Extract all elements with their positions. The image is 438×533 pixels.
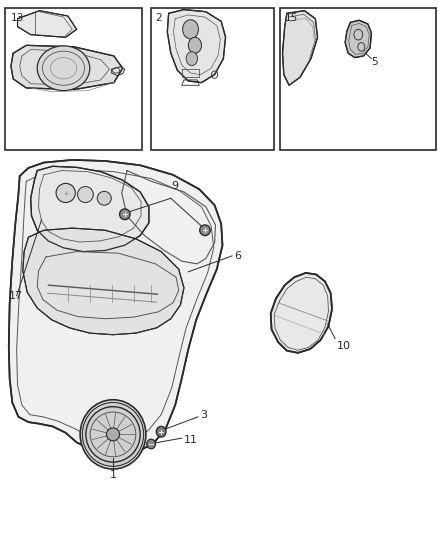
Ellipse shape [106, 428, 120, 441]
Text: 15: 15 [285, 13, 298, 23]
Ellipse shape [200, 225, 210, 236]
Ellipse shape [97, 191, 111, 205]
Ellipse shape [147, 439, 155, 449]
Text: 10: 10 [336, 341, 350, 351]
Ellipse shape [188, 37, 201, 53]
Ellipse shape [156, 426, 166, 437]
Text: 6: 6 [234, 251, 241, 261]
Ellipse shape [183, 20, 198, 39]
Bar [151, 8, 274, 150]
Text: 2: 2 [155, 13, 162, 23]
Text: 17: 17 [9, 291, 23, 301]
Bar [5, 8, 142, 150]
Bar [280, 8, 436, 150]
Ellipse shape [120, 209, 130, 220]
Polygon shape [31, 166, 149, 252]
Polygon shape [271, 273, 332, 353]
Text: 5: 5 [371, 57, 378, 67]
Polygon shape [11, 45, 123, 90]
Text: 1: 1 [110, 470, 117, 480]
Text: 9: 9 [172, 181, 179, 191]
Polygon shape [23, 228, 184, 335]
Ellipse shape [78, 187, 93, 203]
Polygon shape [9, 160, 223, 454]
Ellipse shape [186, 52, 198, 66]
Polygon shape [345, 20, 371, 58]
Ellipse shape [82, 402, 144, 466]
Text: 11: 11 [184, 435, 198, 445]
Ellipse shape [80, 400, 146, 469]
Text: 3: 3 [201, 410, 208, 419]
Text: 13: 13 [11, 13, 24, 23]
Ellipse shape [37, 46, 90, 91]
Polygon shape [283, 11, 318, 85]
Polygon shape [167, 10, 226, 83]
Polygon shape [18, 11, 77, 37]
Ellipse shape [56, 183, 75, 203]
